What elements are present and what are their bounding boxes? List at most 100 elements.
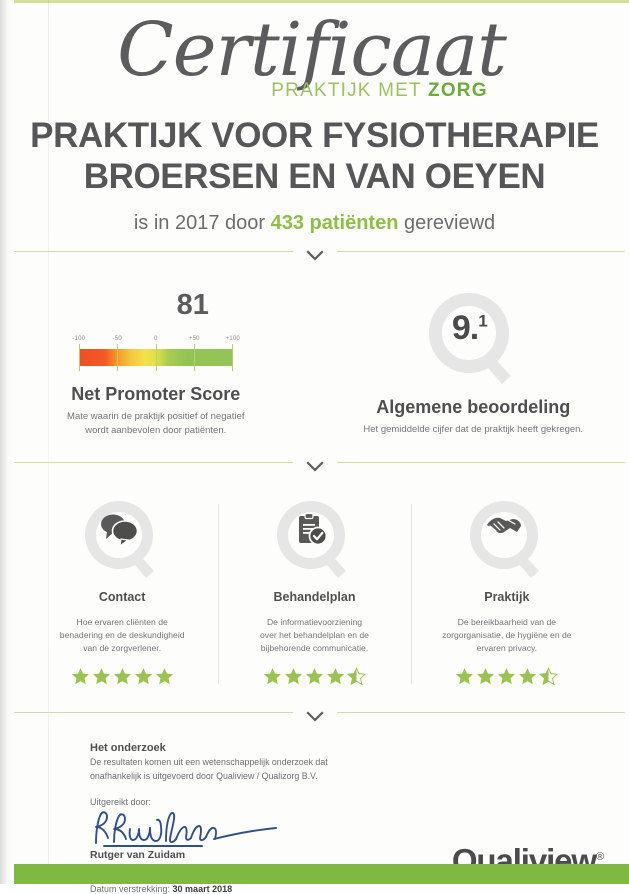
magnifier-icon xyxy=(467,498,547,586)
divider-line-left xyxy=(14,251,293,252)
research-title: Het onderzoek xyxy=(90,742,629,754)
reviewed-count: 433 patiënten xyxy=(271,212,399,234)
star-icon-full xyxy=(113,667,132,686)
divider-line-right xyxy=(337,251,626,252)
category-description: Hoe ervaren cliënten de benadering en de… xyxy=(34,616,210,655)
category-description-line3: ervaren privacy. xyxy=(419,642,595,655)
divider-line-right xyxy=(337,462,626,463)
nps-gauge: -100 -50 0 +50 +100 xyxy=(66,336,246,370)
section-divider-1 xyxy=(0,245,629,271)
category-description-line3: van de zorgverlener. xyxy=(34,642,210,655)
nps-description: Mate waarin de praktijk positief of nega… xyxy=(0,410,312,438)
rating-integer: 9. xyxy=(452,309,478,347)
chevron-down-icon xyxy=(304,706,326,728)
nps-tick-label: +50 xyxy=(181,336,207,342)
category-contact: Contact Hoe ervaren cliënten de benaderi… xyxy=(26,498,218,687)
overall-rating-description: Het gemiddelde cijfer dat de praktijk he… xyxy=(318,423,629,437)
divider-line-right xyxy=(337,712,626,713)
nps-tick-mark xyxy=(117,344,118,371)
category-description-line2: over het behandelplan en de xyxy=(226,629,402,642)
category-description-line3: bijbehorende communicatie. xyxy=(226,642,402,655)
issue-date-value: 30 maart 2018 xyxy=(173,884,233,894)
category-description-line2: benadering en de deskundigheid xyxy=(34,629,210,642)
nps-description-line2: wordt aanbevolen door patiënten. xyxy=(0,424,312,438)
signature-image xyxy=(90,805,330,849)
category-star-rating xyxy=(419,667,595,686)
scores-row: 81 -100 -50 0 +50 +100 Net P xyxy=(0,271,629,446)
star-icon-full xyxy=(284,667,303,686)
nps-tick-label: 0 xyxy=(143,336,169,342)
category-title: Praktijk xyxy=(419,590,595,604)
category-star-rating xyxy=(34,667,210,686)
speech-bubbles-icon xyxy=(82,512,156,551)
clipboard-check-icon xyxy=(274,512,348,553)
reviewed-suffix: gereviewd xyxy=(404,212,495,234)
research-text: De resultaten komen uit een wetenschappe… xyxy=(90,756,629,782)
reviewed-prefix: is in 2017 door xyxy=(134,212,265,234)
reviewed-summary: is in 2017 door 433 patiënten gereviewd xyxy=(0,212,629,235)
nps-tick-mark xyxy=(156,344,157,371)
top-green-rule xyxy=(14,0,629,3)
rating-decimal: 1 xyxy=(478,312,486,331)
magnifier-icon xyxy=(82,498,162,586)
chevron-down-icon xyxy=(304,456,326,478)
category-row: Contact Hoe ervaren cliënten de benaderi… xyxy=(0,482,629,697)
nps-tick-mark xyxy=(194,344,195,371)
issue-date-label: Datum verstrekking: xyxy=(90,884,170,894)
tagline-bold-text: ZORG xyxy=(428,80,488,101)
certificate-tagline: PRAKTIJK MET ZORG xyxy=(0,80,629,102)
star-icon-full xyxy=(92,667,111,686)
research-text-line2: onafhankelijk is uitgevoerd door Qualivi… xyxy=(90,770,629,783)
divider-line-left xyxy=(14,712,293,713)
star-icon-full xyxy=(263,667,282,686)
category-title: Contact xyxy=(34,590,210,604)
overall-rating-title: Algemene beoordeling xyxy=(318,397,629,418)
star-icon-full xyxy=(476,667,495,686)
nps-tick-mark xyxy=(79,344,80,371)
overall-rating-value: 9.1 xyxy=(425,309,513,348)
practice-name: PRAKTIJK VOOR FYSIOTHERAPIE BROERSEN EN … xyxy=(0,116,629,197)
star-icon-full xyxy=(455,667,474,686)
nps-gauge-bar-wrap xyxy=(66,344,246,370)
registered-mark-icon: ® xyxy=(596,851,603,863)
magnifier-icon xyxy=(274,498,354,586)
category-title: Behandelplan xyxy=(226,590,402,604)
nps-block: 81 -100 -50 0 +50 +100 Net P xyxy=(0,289,318,438)
category-behandelplan: Behandelplan De informatievoorziening ov… xyxy=(218,498,410,687)
tagline-light-text: PRAKTIJK MET xyxy=(271,80,421,101)
research-text-line1: De resultaten komen uit een wetenschappe… xyxy=(90,756,629,769)
overall-rating-block: 9.1 Algemene beoordeling Het gemiddelde … xyxy=(318,289,629,438)
nps-tick-labels: -100 -50 0 +50 +100 xyxy=(66,336,246,344)
category-description: De informatievoorziening over het behand… xyxy=(226,616,402,655)
category-description-line1: De informatievoorziening xyxy=(226,616,402,629)
nps-tick-label: -50 xyxy=(104,336,130,342)
practice-name-line2: BROERSEN EN VAN OEYEN xyxy=(18,157,611,198)
nps-tick-label: +100 xyxy=(220,336,246,342)
section-divider-2 xyxy=(0,456,629,482)
category-star-rating xyxy=(226,667,402,686)
star-icon-full xyxy=(518,667,537,686)
handshake-icon xyxy=(467,512,541,547)
nps-tick-label: -100 xyxy=(66,336,92,342)
category-description-line2: zorgorganisatie, de hygiëne en de xyxy=(419,629,595,642)
issue-date: Datum verstrekking: 30 maart 2018 xyxy=(90,884,629,894)
star-icon-full xyxy=(134,667,153,686)
nps-score-value: 81 xyxy=(74,289,312,322)
category-description-line1: Hoe ervaren cliënten de xyxy=(34,616,210,629)
category-praktijk: Praktijk De bereikbaarheid van de zorgor… xyxy=(411,498,603,687)
nps-description-line1: Mate waarin de praktijk positief of nega… xyxy=(0,410,312,424)
certificate-script-title: Certificaat xyxy=(0,16,629,84)
nps-tick-mark xyxy=(232,344,233,371)
star-icon-half xyxy=(539,667,558,686)
practice-name-line1: PRAKTIJK VOOR FYSIOTHERAPIE xyxy=(18,116,611,157)
category-description-line1: De bereikbaarheid van de xyxy=(419,616,595,629)
magnifier-icon: 9.1 xyxy=(425,289,521,393)
chevron-down-icon xyxy=(304,245,326,267)
bottom-green-bar xyxy=(14,864,629,884)
star-icon-full xyxy=(71,667,90,686)
section-divider-3 xyxy=(0,706,629,732)
nps-title: Net Promoter Score xyxy=(0,384,312,405)
star-icon-full xyxy=(326,667,345,686)
star-icon-full xyxy=(155,667,174,686)
